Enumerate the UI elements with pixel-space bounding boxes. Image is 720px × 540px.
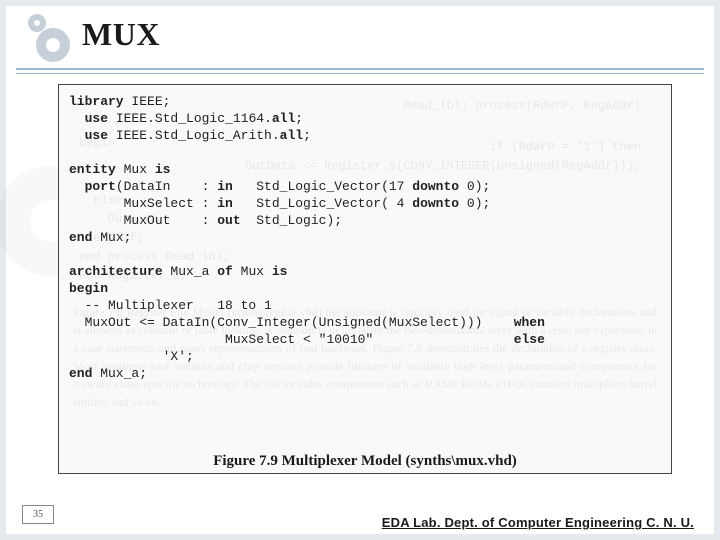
vhdl-code: library IEEE; use IEEE.Std_Logic_1164.al…	[69, 93, 661, 382]
code-listing: Read_lbl: process(RdWrP, RegAddr) if (Rd…	[58, 84, 672, 474]
slide: MUX Read_lbl: process(RdWrP, RegAddr) if…	[0, 0, 720, 540]
title-bullet-icon	[22, 12, 78, 68]
title-row: MUX	[16, 12, 704, 70]
slide-title: MUX	[82, 16, 160, 53]
footer-text: EDA Lab. Dept. of Computer Engineering C…	[382, 515, 694, 530]
page-number: 35	[22, 505, 54, 524]
figure-caption: Figure 7.9 Multiplexer Model (synths\mux…	[59, 453, 671, 470]
